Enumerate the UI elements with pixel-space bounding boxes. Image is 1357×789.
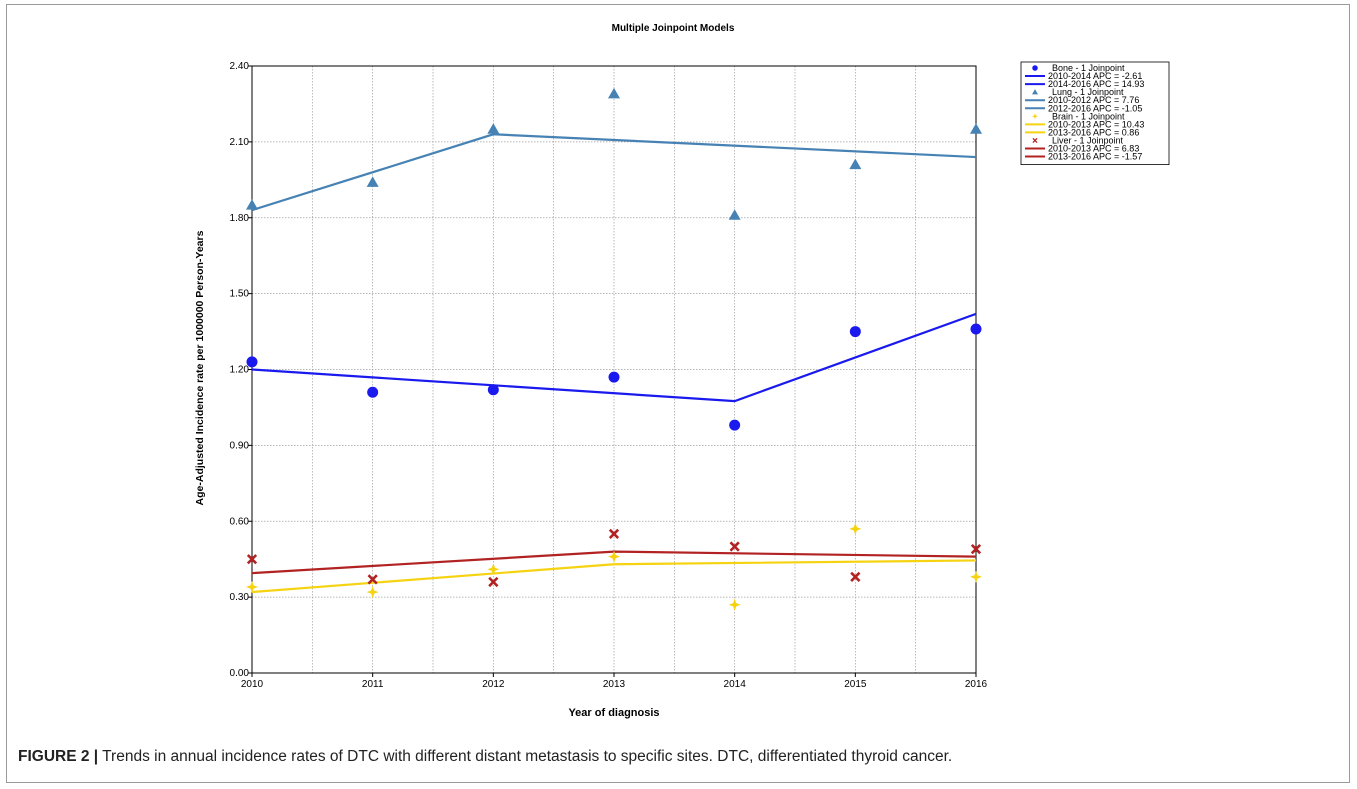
- lung-legend-segment: 2010-2012 APC = 7.76: [1048, 95, 1139, 105]
- brain-point: [608, 550, 620, 563]
- lung-point: [246, 199, 258, 210]
- liver-point: [246, 554, 258, 565]
- x-tick-label: 2013: [603, 679, 626, 690]
- brain-trend-line: [251, 559, 977, 594]
- x-tick-label: 2010: [241, 679, 264, 690]
- brain-legend-marker: [1032, 113, 1038, 120]
- bone-point: [246, 356, 258, 368]
- x-tick-label: 2016: [965, 679, 988, 690]
- x-tick-label: 2011: [362, 679, 384, 690]
- bone-point: [367, 386, 379, 398]
- lung-point: [487, 123, 500, 134]
- lung-legend-label: Lung - 1 Joinpoint: [1052, 87, 1124, 97]
- x-tick-label: 2012: [482, 679, 505, 690]
- brain-legend-segment: 2010-2013 APC = 10.43: [1048, 119, 1144, 129]
- liver-point: [367, 574, 378, 585]
- bone-legend-segment: 2014-2016 APC = 14.93: [1048, 79, 1144, 89]
- lung-point: [849, 158, 862, 170]
- bone-legend-label: Bone - 1 Joinpoint: [1052, 63, 1125, 73]
- y-tick-label: 2.40: [230, 61, 250, 72]
- caption-label: FIGURE 2 |: [18, 748, 99, 765]
- liver-legend-marker: [1032, 137, 1038, 144]
- y-tick-label: 1.50: [230, 289, 250, 300]
- bone-point: [608, 371, 620, 383]
- x-tick-label: 2014: [724, 679, 747, 690]
- lung-point: [970, 123, 982, 134]
- bone-trend-line: [251, 312, 977, 403]
- x-tick-label: 2015: [844, 679, 867, 690]
- brain-point: [970, 570, 982, 583]
- liver-point: [850, 571, 861, 583]
- brain-legend-label: Brain - 1 Joinpoint: [1052, 111, 1125, 121]
- y-tick-label: 1.80: [230, 213, 250, 224]
- lung-legend-segment: 2012-2016 APC = -1.05: [1048, 103, 1142, 113]
- y-tick-label: 2.10: [230, 137, 250, 148]
- lung-point: [608, 87, 620, 99]
- figure-caption: FIGURE 2 | Trends in annual incidence ra…: [18, 748, 952, 766]
- liver-point: [729, 541, 740, 552]
- liver-legend-label: Liver - 1 Joinpoint: [1052, 135, 1124, 145]
- liver-point: [970, 543, 982, 555]
- liver-point: [608, 528, 620, 540]
- caption-text: Trends in annual incidence rates of DTC …: [98, 748, 953, 765]
- brain-point: [366, 586, 379, 599]
- brain-legend-segment: 2013-2016 APC = 0.86: [1048, 127, 1139, 137]
- chart-title: Multiple Joinpoint Models: [612, 23, 735, 34]
- bone-legend-marker: [1032, 65, 1038, 71]
- brain-point: [849, 522, 862, 535]
- lung-point: [366, 176, 379, 187]
- bone-point: [729, 419, 741, 431]
- liver-legend-segment: 2010-2013 APC = 6.83: [1048, 144, 1139, 154]
- x-axis-label: Year of diagnosis: [568, 707, 659, 719]
- y-tick-label: 1.20: [230, 365, 250, 376]
- joinpoint-chart: 0.00 0.30 0.60 0.90 1.20 1.50 1.80 2.10 2.40 2010…: [194, 23, 1170, 719]
- brain-point: [728, 598, 741, 611]
- liver-legend-segment: 2013-2016 APC = -1.57: [1048, 152, 1142, 162]
- bone-point: [487, 384, 499, 396]
- y-tick-label: 0.60: [230, 516, 250, 527]
- y-axis-label: Age-Adjusted Incidence rate per 1000000 …: [194, 230, 206, 505]
- y-tick-label: 0.30: [230, 592, 250, 603]
- chart-grid: [252, 66, 976, 673]
- figure-frame: [6, 4, 1350, 783]
- data-points: [246, 87, 982, 611]
- bone-point: [849, 326, 861, 338]
- lung-point: [728, 209, 741, 220]
- bone-point: [970, 323, 982, 335]
- lung-legend-marker: [1032, 89, 1038, 95]
- legend-box: [1020, 61, 1170, 165]
- liver-point: [488, 576, 499, 588]
- y-tick-label: 0.00: [230, 668, 250, 679]
- brain-point: [246, 581, 258, 594]
- y-tick-label: 0.90: [230, 440, 250, 451]
- bone-legend-segment: 2010-2014 APC = -2.61: [1048, 71, 1142, 81]
- lung-trend-line: [251, 133, 977, 212]
- brain-point: [487, 563, 500, 576]
